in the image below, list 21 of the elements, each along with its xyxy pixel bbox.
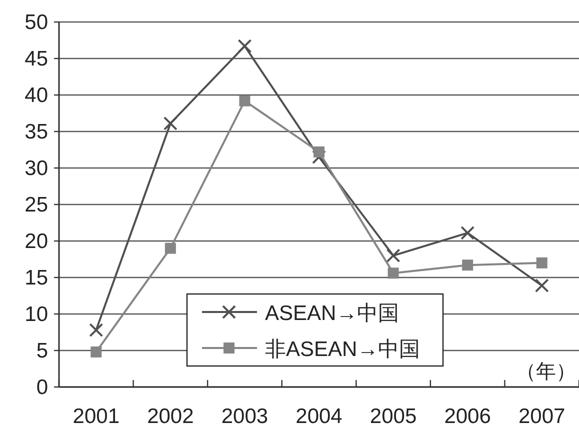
- y-tick-label: 30: [24, 157, 48, 180]
- y-tick-label: 10: [24, 303, 48, 326]
- x-tick-label: 2004: [296, 405, 343, 428]
- x-tick-label: 2006: [444, 405, 491, 428]
- y-tick-label: 40: [24, 84, 48, 107]
- legend-label: 非ASEAN→中国: [265, 338, 420, 361]
- y-tick-label: 25: [24, 194, 48, 216]
- y-tick-label: 5: [36, 340, 48, 362]
- y-tick-label: 45: [24, 48, 48, 70]
- legend-label: ASEAN→中国: [265, 302, 400, 325]
- y-tick-label: 15: [24, 266, 48, 290]
- y-tick-label: 0: [36, 376, 48, 399]
- y-tick-label: 35: [24, 120, 48, 144]
- y-tick-label: 50: [24, 11, 48, 34]
- annotation: （年）: [516, 361, 576, 383]
- x-tick-label: 2001: [72, 405, 120, 428]
- x-tick-label: 2003: [221, 405, 268, 428]
- x-tick-label: 2002: [147, 405, 194, 428]
- x-tick-label: 2005: [370, 405, 417, 428]
- x-tick-label: 2007: [518, 405, 566, 428]
- y-tick-label: 20: [24, 230, 48, 253]
